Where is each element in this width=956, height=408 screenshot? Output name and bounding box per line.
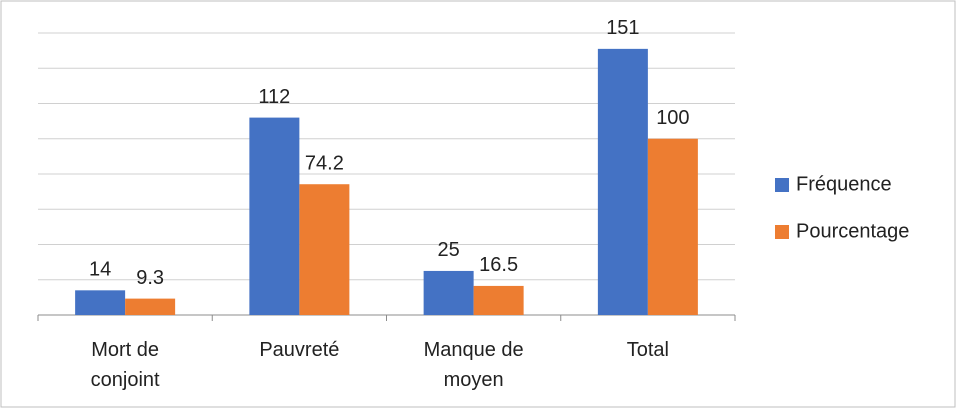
data-label: 16.5 xyxy=(479,254,518,276)
data-label: 9.3 xyxy=(136,267,164,289)
data-label: 74.2 xyxy=(305,153,344,175)
data-label: 112 xyxy=(258,86,290,108)
bar xyxy=(647,138,698,315)
x-tick-label: Manque de moyen xyxy=(423,339,524,391)
legend-swatch xyxy=(775,178,789,192)
bar xyxy=(597,48,648,316)
x-tick-label: Pauvreté xyxy=(259,339,340,361)
bar xyxy=(75,290,126,315)
bar xyxy=(423,270,474,315)
legend-label: Pourcentage xyxy=(796,220,909,242)
legend-swatch xyxy=(775,225,789,239)
data-label: 151 xyxy=(606,17,639,39)
bar xyxy=(299,184,350,315)
data-label: 100 xyxy=(656,107,689,129)
data-label: 25 xyxy=(438,239,460,261)
x-tick-label: Mort de conjoint xyxy=(90,339,160,391)
bar xyxy=(125,298,176,315)
legend-label: Fréquence xyxy=(796,173,892,195)
bar xyxy=(473,285,524,315)
x-tick-label: Total xyxy=(626,339,669,361)
data-label: 14 xyxy=(89,259,111,281)
bar xyxy=(249,117,300,315)
